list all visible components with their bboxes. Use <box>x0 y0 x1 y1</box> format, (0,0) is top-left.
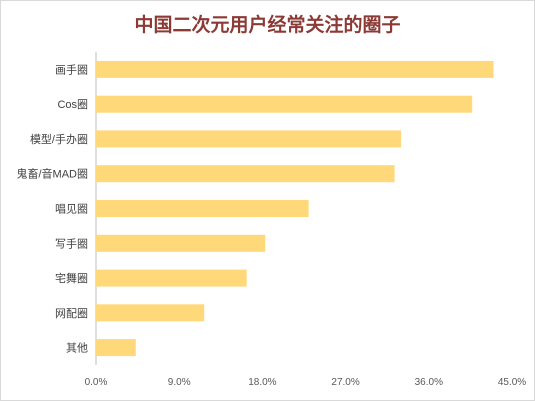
x-tick-label-1: 9.0% <box>168 377 191 388</box>
category-label-1: Cos圈 <box>57 98 88 111</box>
x-tick-label-2: 18.0% <box>248 377 276 388</box>
bar-4 <box>96 200 309 217</box>
category-label-7: 网配圈 <box>55 307 88 320</box>
bar-2 <box>96 130 402 148</box>
bar-0 <box>96 60 494 78</box>
x-tick-label-3: 27.0% <box>331 377 359 388</box>
x-tick-label-5: 45.0% <box>498 377 526 388</box>
category-label-2: 模型/手办圈 <box>30 132 88 146</box>
bar-6 <box>96 269 247 287</box>
bar-1 <box>96 95 473 113</box>
bar-7 <box>96 304 205 322</box>
category-label-3: 鬼畜/音MAD圈 <box>17 167 89 181</box>
x-tick-label-4: 36.0% <box>415 377 443 388</box>
category-label-4: 唱见圈 <box>55 203 88 216</box>
chart-title: 中国二次元用户经常关注的圈子 <box>134 15 401 36</box>
category-label-5: 写手圈 <box>55 236 88 250</box>
x-tick-label-0: 0.0% <box>85 377 108 388</box>
bar-8 <box>96 339 136 357</box>
category-label-8: 其他 <box>66 342 88 355</box>
bar-3 <box>96 165 395 183</box>
category-label-6: 宅舞圈 <box>55 271 88 285</box>
category-label-0: 画手圈 <box>55 62 88 76</box>
bar-5 <box>96 234 266 252</box>
